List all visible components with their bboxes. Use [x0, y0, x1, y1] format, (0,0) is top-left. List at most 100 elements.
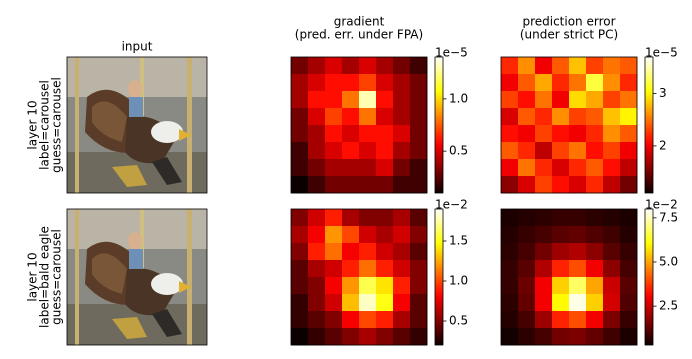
heatmap-cell [393, 176, 411, 194]
heatmap-cell [410, 57, 428, 75]
heatmap-border [500, 56, 638, 194]
heatmap-cell [620, 159, 638, 177]
heatmap-cell [620, 260, 638, 278]
heatmap-cell [325, 209, 343, 227]
heatmap-cell [620, 311, 638, 329]
heatmap-cell [342, 277, 360, 295]
heatmap-cell [359, 294, 377, 312]
heatmap-cell [291, 243, 309, 261]
heatmap-cell [376, 277, 394, 295]
heatmap-cell [501, 57, 519, 75]
colorbar [644, 56, 654, 194]
heatmap-cell [603, 243, 621, 261]
heatmap-cell [569, 142, 587, 160]
colorbar-offset-label: 1e−2 [645, 198, 678, 212]
heatmap-cell [552, 108, 570, 126]
heatmap-cell [359, 209, 377, 227]
heatmap-cell [569, 209, 587, 227]
heatmap-cell [535, 91, 553, 109]
heatmap-cell [410, 74, 428, 92]
heatmap-cell [410, 159, 428, 177]
heatmap-cell [501, 74, 519, 92]
heatmap-cell [552, 311, 570, 329]
heatmap-cell [501, 176, 519, 194]
heatmap-cell [586, 260, 604, 278]
heatmap-cell [501, 125, 519, 143]
heatmap-border [290, 56, 428, 194]
heatmap-cell [359, 159, 377, 177]
heatmap-cell [410, 108, 428, 126]
heatmap-cell [569, 176, 587, 194]
heatmap-cell [291, 91, 309, 109]
heatmap-cell [376, 328, 394, 346]
heatmap-cell [518, 260, 536, 278]
heatmap-cell [535, 277, 553, 295]
heatmap-cell [359, 243, 377, 261]
colorbar-tick-label: 3 [659, 86, 667, 100]
heatmap-cell [620, 226, 638, 244]
heatmap-cell [342, 125, 360, 143]
colorbar-offset-label: 1e−2 [435, 198, 468, 212]
heatmap-cell [518, 142, 536, 160]
heatmap-cell [569, 277, 587, 295]
heatmap-cell [586, 91, 604, 109]
heatmap-cell [535, 142, 553, 160]
heatmap-cell [552, 226, 570, 244]
heatmap-cell [518, 125, 536, 143]
heatmap-cell [569, 243, 587, 261]
heatmap-cell [359, 277, 377, 295]
heatmap-cell [518, 311, 536, 329]
heatmap-cell [325, 74, 343, 92]
heatmap-cell [393, 311, 411, 329]
heatmap-cell [603, 260, 621, 278]
heatmap-cell [586, 125, 604, 143]
heatmap-cell [410, 328, 428, 346]
heatmap-cell [291, 159, 309, 177]
heatmap-cell [325, 243, 343, 261]
heatmap-cell [603, 57, 621, 75]
heatmap-cell [376, 176, 394, 194]
heatmap-cell [501, 142, 519, 160]
heatmap-cell [342, 91, 360, 109]
heatmap-cell [393, 159, 411, 177]
heatmap-cell [359, 142, 377, 160]
heatmap-cell [410, 260, 428, 278]
heatmap-cell [603, 125, 621, 143]
heatmap-cell [586, 277, 604, 295]
heatmap-cell [620, 74, 638, 92]
heatmap-cell [620, 57, 638, 75]
heatmap-cell [535, 294, 553, 312]
heatmap-cell [410, 91, 428, 109]
heatmap-cell [342, 294, 360, 312]
colorbar-tick-label: 7.5 [659, 210, 678, 224]
colorbar-tick-label: 0.5 [449, 314, 468, 328]
heatmap-cell [518, 74, 536, 92]
heatmap-cell [393, 294, 411, 312]
row-label: layer 10 [26, 252, 40, 301]
heatmap-cell [586, 328, 604, 346]
heatmap-cell [620, 294, 638, 312]
heatmap-cell [342, 159, 360, 177]
heatmap-cell [569, 226, 587, 244]
row-label: guess=carousel [50, 77, 64, 173]
heatmap-cell [569, 294, 587, 312]
heatmap-cell [308, 277, 326, 295]
colorbar-offset-label: 1e−5 [645, 46, 678, 60]
heatmap-cell [410, 277, 428, 295]
heatmap-cell [586, 243, 604, 261]
heatmap-cell [620, 142, 638, 160]
heatmap-cell [569, 91, 587, 109]
input-image [67, 209, 207, 345]
heatmap-cell [518, 226, 536, 244]
heatmap-cell [569, 311, 587, 329]
heatmap-cell [603, 159, 621, 177]
colorbar-tick-label: 0.5 [449, 144, 468, 158]
heatmap-cell [291, 108, 309, 126]
heatmap-cell [535, 226, 553, 244]
heatmap-cell [552, 142, 570, 160]
heatmap-cell [291, 311, 309, 329]
heatmap-cell [291, 328, 309, 346]
heatmap-cell [393, 57, 411, 75]
heatmap-cell [325, 260, 343, 278]
